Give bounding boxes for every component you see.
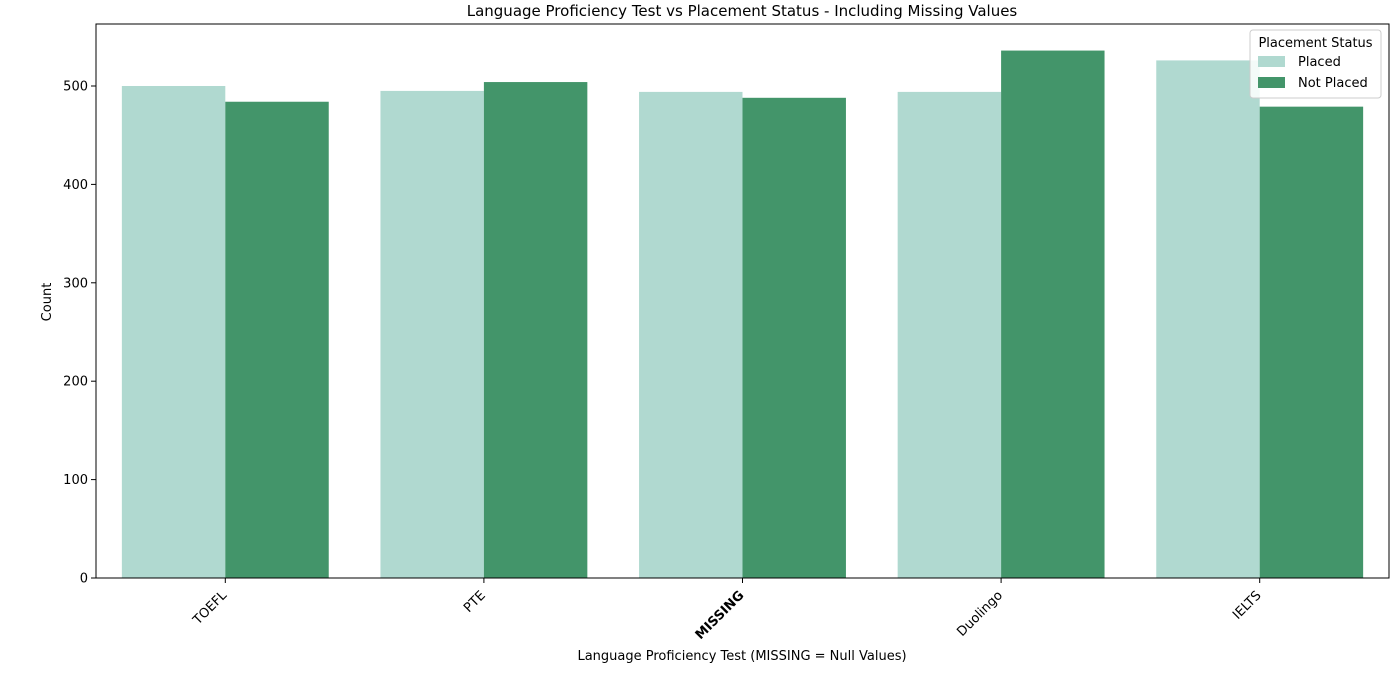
- legend-label: Placed: [1298, 55, 1341, 70]
- y-axis-label: Count: [40, 283, 55, 322]
- x-tick-label: IELTS: [1230, 588, 1264, 622]
- bar: [897, 91, 1002, 579]
- legend-label: Not Placed: [1298, 76, 1368, 91]
- bar: [380, 90, 484, 578]
- bar: [121, 85, 226, 579]
- bar: [1259, 106, 1364, 578]
- bar: [1156, 60, 1260, 579]
- bar: [225, 101, 329, 578]
- y-tick-label: 200: [63, 375, 88, 390]
- legend: Placement Status Placed Not Placed: [1249, 29, 1382, 99]
- y-tick-label: 500: [63, 79, 88, 94]
- x-tick-label: PTE: [461, 588, 489, 616]
- bar: [483, 82, 588, 579]
- y-tick-label: 0: [80, 572, 88, 587]
- bar: [742, 97, 846, 579]
- chart-title: Language Proficiency Test vs Placement S…: [467, 2, 1018, 20]
- y-tick-label: 400: [63, 178, 88, 193]
- plot-area: 0 100 200 300 400 500 TOEFL PTE MISSING Duolingo I…: [63, 23, 1390, 643]
- y-tick-label: 100: [63, 473, 88, 488]
- x-tick-label: MISSING: [693, 588, 748, 643]
- bar: [639, 91, 743, 579]
- y-tick-label: 300: [63, 276, 88, 291]
- x-tick-label: TOEFL: [190, 588, 231, 629]
- bar: [1001, 50, 1105, 579]
- legend-swatch: [1258, 56, 1285, 67]
- legend-title: Placement Status: [1258, 36, 1372, 51]
- x-tick-label: Duolingo: [954, 588, 1006, 640]
- legend-swatch: [1258, 77, 1285, 88]
- x-axis-label: Language Proficiency Test (MISSING = Nul…: [577, 649, 906, 664]
